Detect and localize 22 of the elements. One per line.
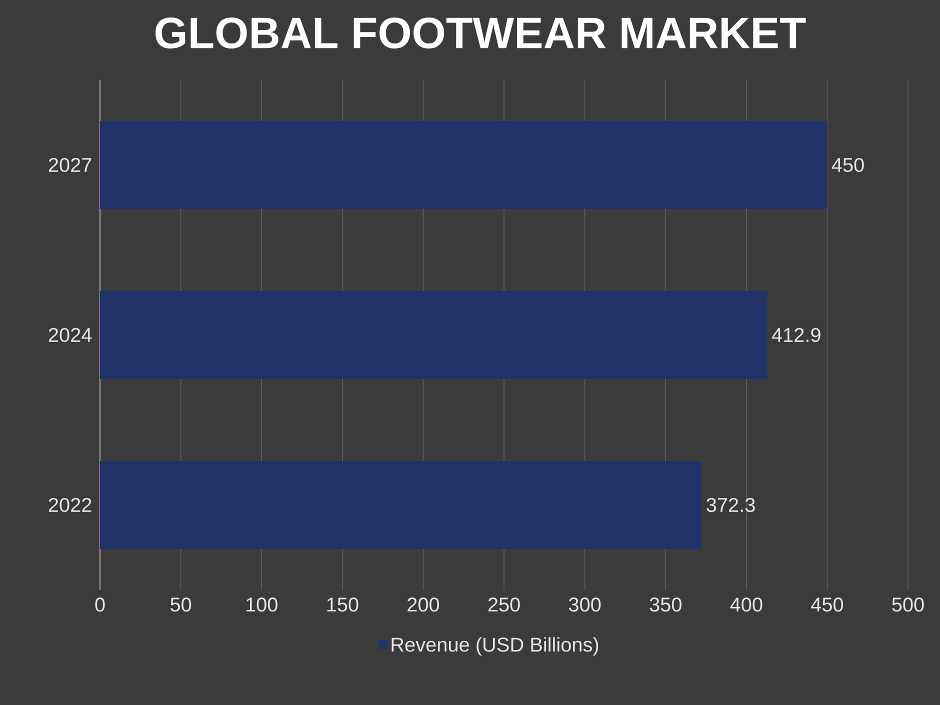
y-tick-label: 2027 bbox=[48, 158, 92, 172]
y-tick-label: 2024 bbox=[48, 328, 92, 342]
bar bbox=[100, 120, 828, 209]
bar bbox=[100, 290, 768, 379]
x-tick-label: 250 bbox=[488, 598, 520, 612]
data-label: 450 bbox=[832, 158, 864, 172]
legend-label: Revenue (USD Billions) bbox=[392, 637, 598, 656]
data-label: 412.9 bbox=[772, 328, 820, 342]
x-tick-label: 350 bbox=[650, 598, 682, 612]
data-label: 372.3 bbox=[706, 498, 755, 512]
x-tick-label: 150 bbox=[327, 598, 358, 612]
y-tick-label: 2022 bbox=[48, 498, 92, 512]
chart-title: GLOBAL FOOTWEAR MARKET bbox=[156, 17, 806, 48]
x-tick-label: 200 bbox=[408, 598, 440, 612]
x-tick-label: 50 bbox=[170, 598, 192, 612]
x-tick-label: 300 bbox=[568, 598, 601, 612]
x-tick-label: 500 bbox=[892, 598, 924, 612]
x-tick-label: 450 bbox=[811, 598, 844, 612]
x-tick-label: 0 bbox=[95, 598, 105, 612]
x-tick-label: 400 bbox=[730, 598, 762, 612]
x-tick-label: 100 bbox=[246, 598, 278, 612]
bar bbox=[100, 460, 702, 549]
